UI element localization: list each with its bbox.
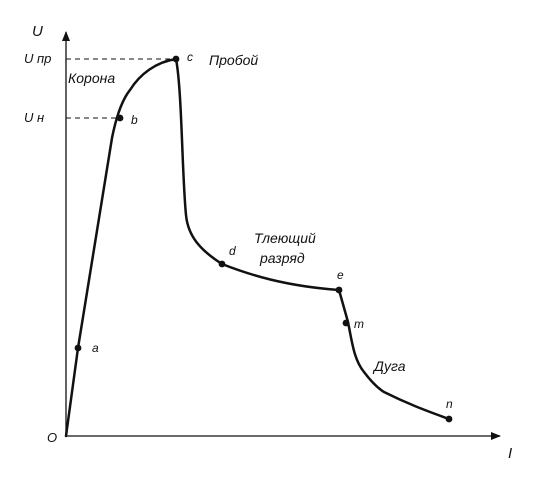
u-breakdown-label: U пр (24, 51, 51, 66)
origin-label: O (47, 430, 57, 445)
point-a-label: a (92, 341, 99, 355)
point-m-label: m (354, 317, 364, 331)
point-d-label: d (229, 244, 236, 258)
point-c-marker (172, 55, 180, 63)
glow-discharge-label-line1: Тлеющий (254, 230, 316, 246)
point-n-label: n (446, 397, 453, 411)
point-a-marker (74, 344, 82, 352)
point-b-marker (116, 114, 124, 122)
discharge-curve (64, 57, 451, 438)
glow-discharge-label-line2: разряд (259, 250, 305, 266)
u-ignition-label: U н (24, 110, 44, 125)
point-e-marker (335, 286, 343, 294)
x-axis-title: I (508, 445, 512, 462)
breakdown-label: Пробой (209, 52, 258, 68)
arc-label: Дуга (372, 358, 406, 374)
point-n-marker (445, 415, 453, 423)
point-m-marker (342, 319, 350, 327)
y-axis-title: U (32, 23, 43, 40)
point-e-label: e (337, 268, 344, 282)
corona-label: Корона (68, 70, 115, 86)
point-c-label: c (187, 50, 193, 64)
point-b-label: b (131, 113, 138, 127)
point-d-marker (218, 260, 226, 268)
